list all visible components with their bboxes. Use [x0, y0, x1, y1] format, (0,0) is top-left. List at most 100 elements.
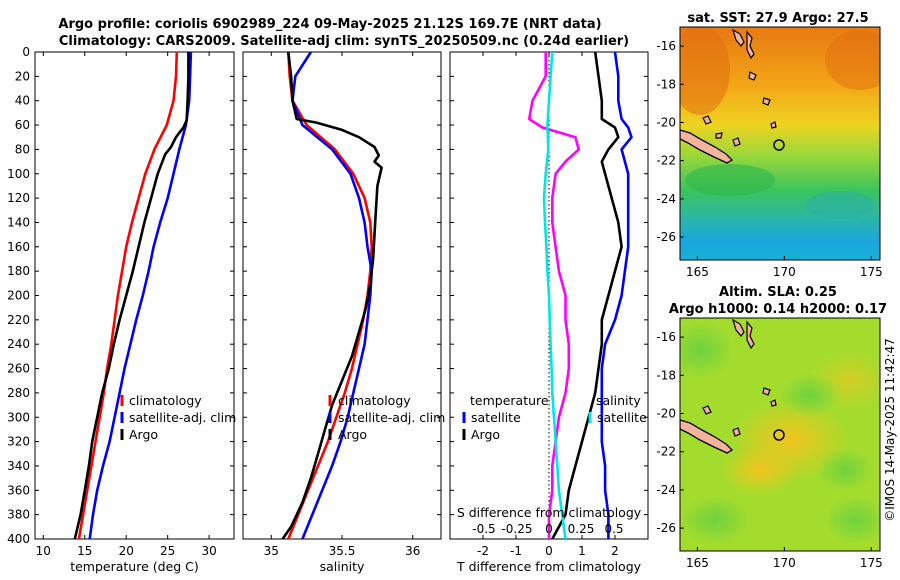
- sst-cool-patch: [805, 191, 875, 219]
- s-difference-tick-labels: -0.5 -0.25 0 0.25 0.5: [472, 522, 623, 536]
- temperature-legend: climatology satellite-adj. clim Argo: [120, 393, 236, 442]
- island: [762, 387, 771, 396]
- y-tick-label: 220: [7, 313, 30, 327]
- x-axis-label: temperature (deg C): [70, 559, 199, 574]
- sst-cool-patch: [685, 164, 775, 196]
- sst-map-frame: [679, 26, 881, 261]
- y-tick-label: 100: [7, 167, 30, 181]
- sla-low-patch: [780, 373, 840, 417]
- x-tick-label: 165: [686, 556, 709, 570]
- series-line-satellite-adj-clim: [88, 51, 193, 540]
- x-tick-label: 10: [36, 544, 51, 558]
- y-tick-label: -22: [656, 154, 676, 168]
- sla-high-patch: [720, 445, 800, 495]
- x-tick-label: -2: [477, 544, 489, 558]
- y-tick-label: 400: [7, 532, 30, 546]
- y-tick-label: 260: [7, 362, 30, 376]
- y-tick-label: -18: [656, 368, 676, 382]
- island: [746, 320, 755, 350]
- series-line-climatology: [77, 51, 179, 540]
- s-tick-label: -0.25: [501, 522, 532, 536]
- series-line-argo: [281, 51, 383, 540]
- legend-label-temp-satellite: satellite: [471, 410, 521, 425]
- x-tick-label: 15: [77, 544, 92, 558]
- imos-credit: ©IMOS 14-May-2025 11:42:47: [883, 338, 897, 522]
- y-tick-label: 340: [7, 459, 30, 473]
- x-tick-label: 35.5: [329, 544, 356, 558]
- sla-low-patch: [680, 320, 735, 380]
- y-tick-label: -24: [656, 192, 676, 206]
- s-tick-label: 0: [545, 522, 553, 536]
- x-tick-label: 175: [860, 556, 883, 570]
- island: [702, 115, 712, 125]
- s-tick-label: -0.5: [472, 522, 495, 536]
- sla-map-axes: 165 170 175 -16 -18 -20 -22 -24 -26: [656, 330, 882, 570]
- legend-label-argo: Argo: [338, 427, 367, 442]
- sst-map-axes: 165 170 175 -16 -18 -20 -22 -24 -26: [656, 39, 882, 279]
- y-tick-label: 380: [7, 508, 30, 522]
- sst-warm-patch: [825, 30, 880, 90]
- series-line-salinity-argo: [600, 51, 633, 539]
- sst-map-title: sat. SST: 27.9 Argo: 27.5: [687, 11, 868, 26]
- island: [732, 427, 741, 437]
- s-difference-axis-label: S difference from climatology: [457, 505, 642, 520]
- x-axis-label: salinity: [320, 559, 365, 574]
- legend-label-climatology: climatology: [338, 393, 411, 408]
- x-tick-label: 1: [578, 544, 586, 558]
- legend-label-temp-argo: Argo: [471, 427, 500, 442]
- legend-label-climatology: climatology: [129, 393, 202, 408]
- s-tick-label: 0.25: [568, 522, 595, 536]
- island: [770, 121, 777, 129]
- y-tick-label: 200: [7, 289, 30, 303]
- y-tick-label: -26: [656, 521, 676, 535]
- y-tick-label: -16: [656, 330, 676, 344]
- legend-label-sal-satellite: satellite: [597, 410, 647, 425]
- x-tick-label: -1: [510, 544, 522, 558]
- argo-location-marker: [773, 139, 785, 151]
- y-tick-label: 40: [15, 94, 30, 108]
- y-tick-label: -22: [656, 445, 676, 459]
- x-tick-label: 165: [686, 265, 709, 279]
- island: [770, 399, 777, 407]
- x-tick-label: 36: [405, 544, 420, 558]
- plot-area: [242, 51, 442, 540]
- island: [732, 137, 741, 147]
- island: [746, 30, 755, 60]
- sla-map: [680, 318, 880, 551]
- island: [731, 318, 745, 337]
- plot-area: [34, 51, 235, 540]
- difference-profile-panel: -2 -1 0 1 2T difference from climatology: [449, 51, 649, 574]
- island: [748, 71, 757, 81]
- salinity-legend: climatology satellite-adj. clim Argo: [328, 393, 445, 442]
- y-tick-label: 140: [7, 215, 30, 229]
- x-tick-label: 170: [773, 556, 796, 570]
- y-tick-label: -20: [656, 406, 676, 420]
- sla-low-patch: [817, 448, 873, 492]
- y-tick-label: -16: [656, 39, 676, 53]
- x-tick-label: 2: [611, 544, 619, 558]
- legend-header-salinity: salinity: [596, 393, 641, 408]
- sla-map-frame: [679, 317, 881, 552]
- island: [731, 28, 745, 47]
- series-line-salinity-satellite: [542, 51, 567, 540]
- temperature-profile-panel: 0 20 40 60 80 100 120 140 160 180 200 220 240 260 280 3…: [7, 45, 235, 574]
- x-tick-label: 170: [773, 265, 796, 279]
- salinity-profile-panel: 35 35.5 36 salinity: [242, 51, 442, 574]
- series-line-satellite-adj-clim: [291, 51, 374, 540]
- sla-map-title-line2: Argo h1000: 0.14 h2000: 0.17: [669, 302, 887, 317]
- x-tick-label: 0: [545, 544, 553, 558]
- s-tick-label: 0.5: [604, 522, 623, 536]
- y-tick-label: 300: [7, 410, 30, 424]
- island-new-caledonia: [680, 129, 734, 164]
- sla-map-title-line1: Altim. SLA: 0.25: [719, 285, 837, 300]
- legend-label-satellite: satellite-adj. clim: [338, 410, 445, 425]
- island-new-caledonia: [680, 419, 734, 454]
- figure-title-line1: Argo profile: coriolis 6902989_224 09-Ma…: [58, 17, 601, 32]
- y-tick-label: 320: [7, 435, 30, 449]
- sst-warm-patch: [680, 27, 730, 115]
- y-tick-label: 80: [15, 142, 30, 156]
- x-tick-label: 175: [860, 265, 883, 279]
- y-tick-label: 0: [22, 45, 30, 59]
- y-tick-label: 60: [15, 118, 30, 132]
